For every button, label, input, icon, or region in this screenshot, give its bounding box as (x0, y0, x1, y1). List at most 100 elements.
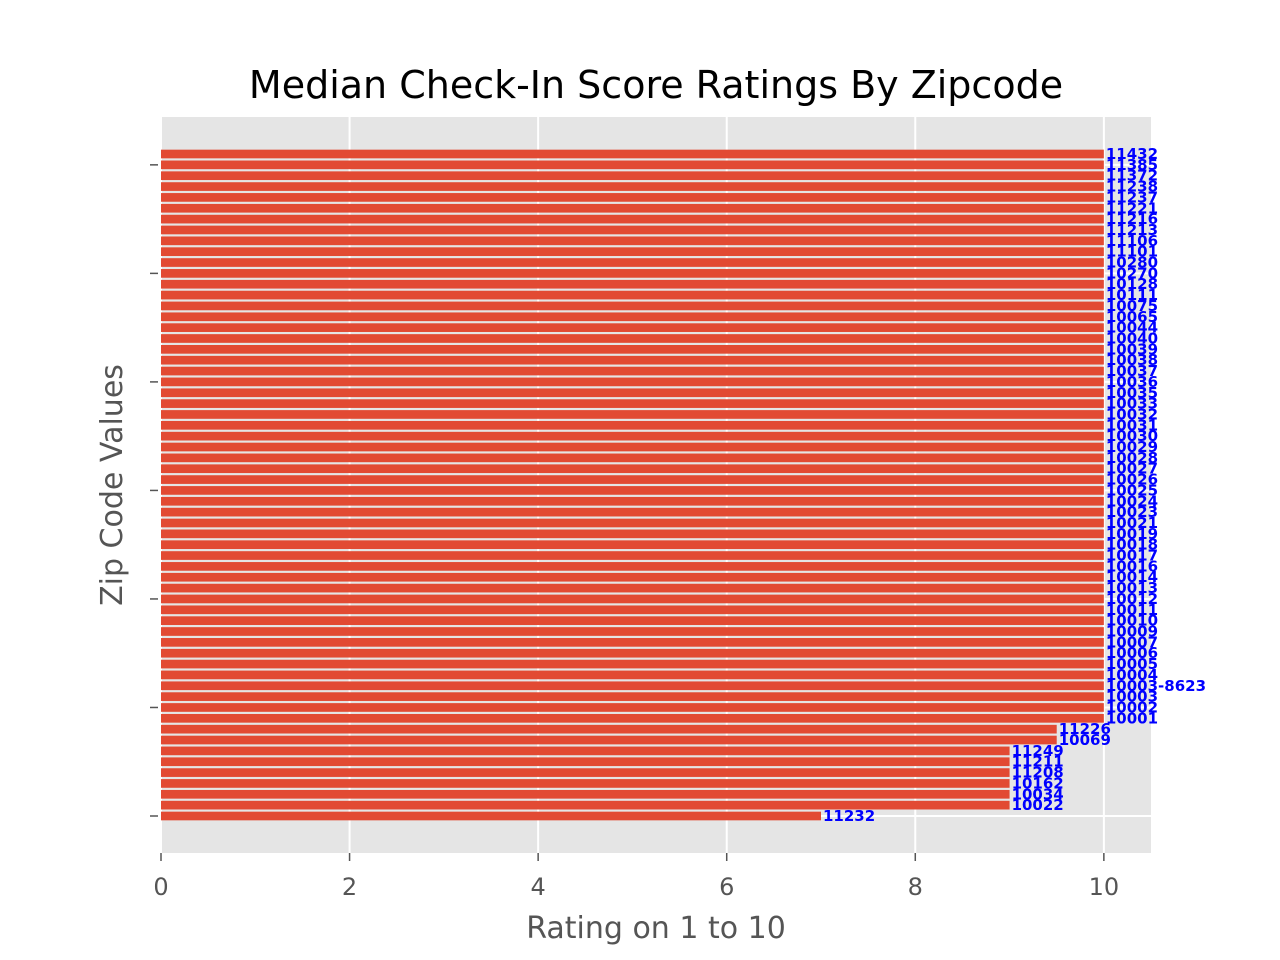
bar (161, 399, 1104, 408)
bar (161, 334, 1104, 343)
bar-label: 10003 (1106, 688, 1158, 706)
bar (161, 800, 1010, 810)
bar (161, 269, 1104, 278)
bar-label: 10065 (1106, 308, 1158, 326)
bar (161, 323, 1104, 332)
bar-label: 11106 (1106, 232, 1158, 250)
bar-label: 10011 (1106, 601, 1158, 619)
x-tick-label: 6 (719, 873, 734, 901)
x-axis-label: Rating on 1 to 10 (526, 911, 786, 946)
bar (161, 768, 1010, 777)
bar (161, 713, 1104, 723)
bar-label: 11238 (1106, 178, 1158, 196)
bar (161, 225, 1104, 235)
bar (161, 507, 1104, 517)
bar-label: 10032 (1106, 405, 1158, 423)
bar (161, 757, 1010, 767)
bar (161, 616, 1104, 625)
bar-label: 10012 (1106, 590, 1158, 608)
bar-labels: 11232 10022100341016211208112111124910069… (823, 145, 1206, 825)
bar-label: 11232 (823, 807, 875, 825)
bar (161, 203, 1104, 213)
bar (161, 312, 1104, 322)
bar (161, 355, 1104, 365)
bar (161, 681, 1104, 691)
bar (161, 149, 1104, 159)
bar-label: 10029 (1106, 438, 1158, 456)
bar-label: 10009 (1106, 623, 1158, 641)
bar-label: 10270 (1106, 264, 1158, 282)
x-axis-ticks: 0 2 4 6 8 10 (153, 853, 1119, 901)
bar-label: 11226 (1059, 720, 1111, 738)
bar (161, 193, 1104, 202)
bar-label: 10004 (1106, 666, 1158, 684)
bar-label: 11213 (1106, 221, 1158, 239)
bar-label: 10036 (1106, 373, 1158, 391)
bar-label: 10023 (1106, 503, 1158, 521)
bar-label: 10111 (1106, 286, 1158, 304)
bar (161, 735, 1057, 745)
bar-label: 10162 (1012, 774, 1064, 792)
bar (161, 572, 1104, 582)
bar (161, 366, 1104, 376)
bar (161, 160, 1104, 170)
x-tick-label: 8 (908, 873, 923, 901)
bar-label: 10021 (1106, 514, 1158, 532)
bar (161, 670, 1104, 680)
bar-label: 10014 (1106, 568, 1158, 586)
bar-label: 10026 (1106, 471, 1158, 489)
bar (161, 388, 1104, 398)
bar (161, 171, 1104, 181)
bar-label: 10017 (1106, 547, 1158, 565)
bar (161, 182, 1104, 191)
bar (161, 442, 1104, 452)
bar (161, 236, 1104, 246)
bar-label: 10025 (1106, 481, 1158, 499)
bar-label: 10128 (1106, 275, 1158, 293)
chart-title: Median Check-In Score Ratings By Zipcode (249, 63, 1063, 107)
bar (161, 627, 1104, 636)
bar-label: 10016 (1106, 557, 1158, 575)
bar (161, 518, 1104, 528)
bar (161, 746, 1010, 756)
bar-label: 10075 (1106, 297, 1158, 315)
bar (161, 779, 1010, 788)
bar-label: 10005 (1106, 655, 1158, 673)
bar-label: 10010 (1106, 612, 1158, 630)
bar (161, 258, 1104, 267)
bar-label: 11237 (1106, 188, 1158, 206)
bar (161, 724, 1057, 734)
bar-label: 10035 (1106, 384, 1158, 402)
bar (161, 583, 1104, 593)
bar (161, 605, 1104, 615)
bar-label: 10003-8623 (1106, 677, 1206, 695)
bar (161, 659, 1104, 669)
bar-label: 11372 (1106, 167, 1158, 185)
bar-label: 10027 (1106, 460, 1158, 478)
bar (161, 247, 1104, 257)
bar (161, 638, 1104, 647)
bar (161, 464, 1104, 474)
bar-label: 10280 (1106, 254, 1158, 272)
bar (161, 703, 1104, 712)
bar-label: 11221 (1106, 199, 1158, 217)
x-tick-label: 0 (153, 873, 168, 901)
bar (161, 420, 1104, 430)
bar-label: 10030 (1106, 427, 1158, 445)
bar-label: 10001 (1106, 709, 1158, 727)
bar-label: 11432 (1106, 145, 1158, 163)
bar-label: 10002 (1106, 698, 1158, 716)
bar (161, 540, 1104, 550)
bar-label: 10018 (1106, 536, 1158, 554)
bar-label: 10034 (1012, 785, 1064, 803)
bar-label: 10037 (1106, 362, 1158, 380)
bar (161, 301, 1104, 311)
bar-label: 10044 (1106, 319, 1158, 337)
bar (161, 551, 1104, 560)
bar-label: 10024 (1106, 492, 1158, 510)
bar-label: 10033 (1106, 395, 1158, 413)
bar-label: 10028 (1106, 449, 1158, 467)
bar-label: 10069 (1059, 731, 1111, 749)
bar-label: 11249 (1012, 742, 1064, 760)
